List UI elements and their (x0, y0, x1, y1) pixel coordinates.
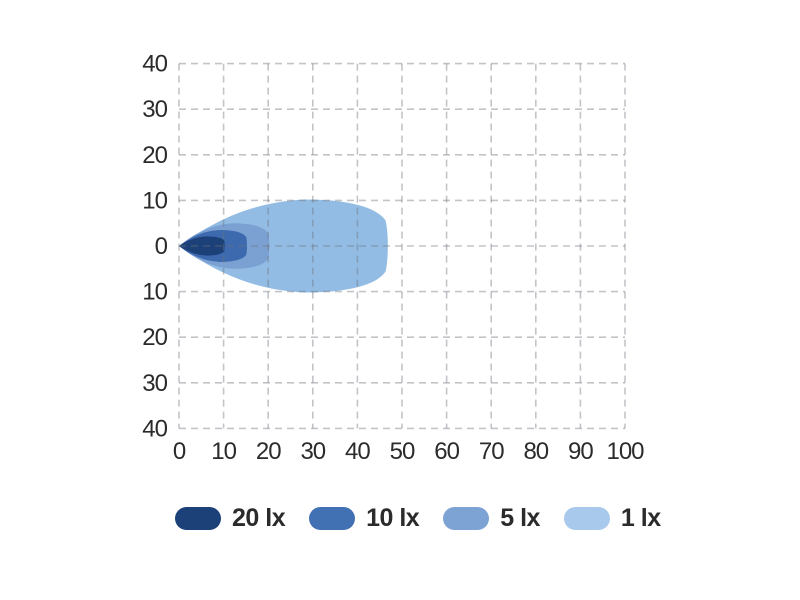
x-tick-label: 0 (173, 438, 186, 465)
legend-item-1lx: 1 lx (563, 504, 661, 532)
y-tick-label: 40 (142, 415, 167, 442)
legend-item-20lx: 20 lx (175, 504, 286, 532)
legend-label-1lx: 1 lx (620, 504, 661, 532)
x-tick-label: 100 (606, 438, 644, 465)
legend-label-20lx: 20 lx (232, 504, 286, 532)
x-tick-label: 90 (568, 438, 593, 465)
y-tick-label: 40 (142, 51, 167, 78)
y-tick-label: 10 (142, 279, 167, 306)
legend-label-5lx: 5 lx (500, 504, 540, 532)
y-tick-label: 0 (155, 233, 168, 260)
legend-item-10lx: 10 lx (309, 504, 420, 532)
legend-swatch-10lx-icon (309, 507, 356, 530)
beam-contour-1lx (179, 199, 388, 293)
legend-label-10lx: 10 lx (366, 504, 420, 532)
x-tick-label: 30 (300, 438, 325, 465)
y-tick-label: 20 (142, 142, 167, 169)
x-tick-label: 80 (523, 438, 548, 465)
legend-swatch-1lx-icon (563, 507, 610, 530)
y-tick-label: 30 (142, 96, 167, 123)
y-tick-label: 30 (142, 370, 167, 397)
legend-swatch-20lx-icon (175, 507, 221, 530)
legend-swatch-5lx-icon (443, 507, 490, 530)
y-tick-label: 20 (142, 324, 167, 351)
beam-contour-20lx (179, 236, 225, 256)
legend-item-5lx: 5 lx (443, 506, 540, 531)
x-tick-label: 70 (479, 438, 504, 465)
y-tick-label: 10 (142, 187, 167, 214)
x-tick-label: 20 (256, 438, 281, 465)
legend: 20 lx 10 lx 5 lx 1 lx (175, 506, 661, 531)
x-tick-label: 10 (211, 438, 236, 465)
x-tick-label: 50 (390, 438, 415, 465)
x-tick-label: 40 (345, 438, 370, 465)
x-tick-label: 60 (434, 438, 459, 465)
